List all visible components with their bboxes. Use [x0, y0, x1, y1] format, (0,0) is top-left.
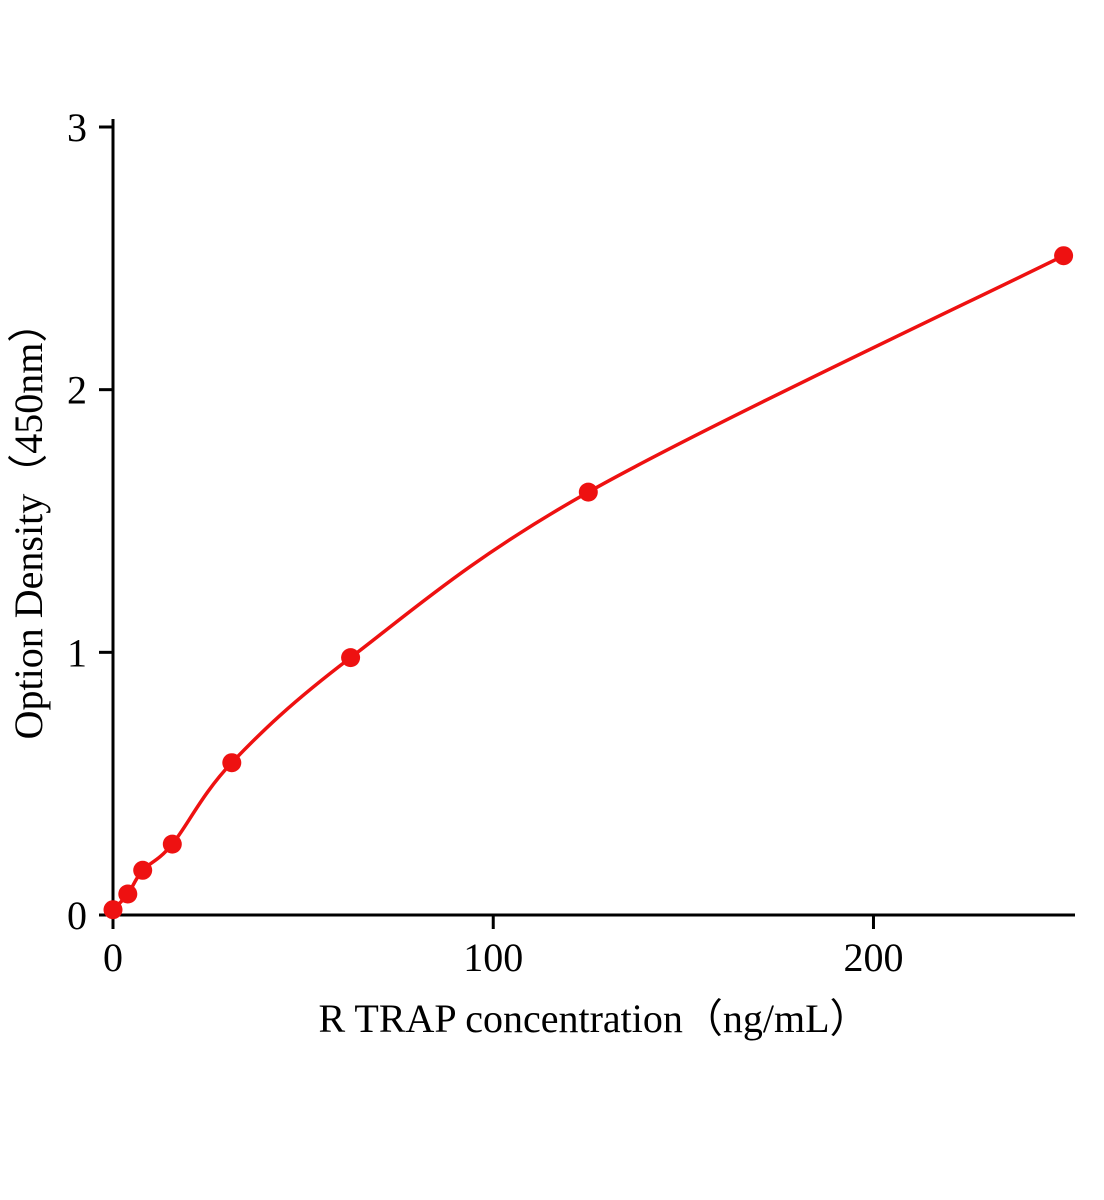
- data-point-marker: [133, 860, 153, 880]
- y-axis-title: Option Density（450nm）: [6, 303, 51, 740]
- x-tick-label: 200: [843, 935, 903, 980]
- y-tick-label: 0: [67, 893, 87, 938]
- data-point-marker: [341, 648, 361, 668]
- data-point-marker: [103, 900, 123, 920]
- standard-curve-line: [111, 253, 1066, 912]
- y-tick-label: 2: [67, 368, 87, 413]
- data-point-marker: [578, 482, 598, 502]
- y-tick-label: 3: [67, 105, 87, 150]
- data-point-marker: [118, 884, 138, 904]
- x-tick-label: 0: [103, 935, 123, 980]
- y-tick-label: 1: [67, 630, 87, 675]
- data-point-marker: [222, 753, 242, 773]
- x-axis-title: R TRAP concentration（ng/mL）: [318, 996, 869, 1041]
- data-point-marker: [1054, 246, 1074, 266]
- data-point-marker: [162, 834, 182, 854]
- x-tick-label: 100: [463, 935, 523, 980]
